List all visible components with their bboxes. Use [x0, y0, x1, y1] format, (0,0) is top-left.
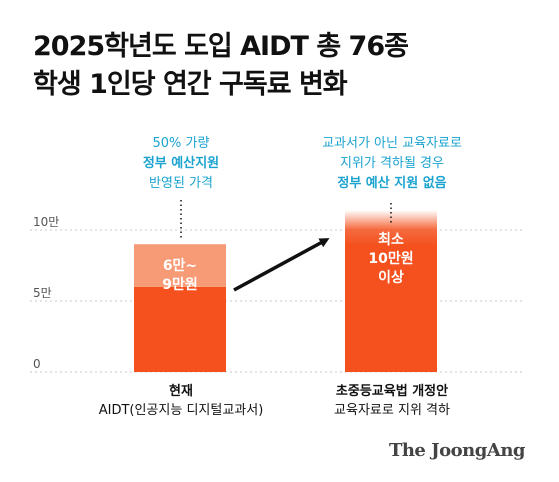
- right-annotation-line-2: 지위가 격하될 경우: [340, 156, 444, 171]
- x-label-amendment-sub: 교육자료로 지위 격하: [334, 403, 450, 418]
- right-annotation: 교과서가 아닌 교육자료로 지위가 격하될 경우 정부 예산 지원 없음: [292, 134, 492, 194]
- y-tick-label: 5만: [33, 286, 52, 300]
- left-annotation-line-2: 정부 예산지원: [142, 156, 220, 171]
- y-tick-label: 0: [33, 357, 41, 371]
- title-line-1: 2025학년도 도입 AIDT 총 76종: [33, 31, 409, 62]
- left-annotation-line-1: 50% 가량: [152, 136, 210, 151]
- right-annotation-line-3: 정부 예산 지원 없음: [337, 176, 447, 191]
- x-label-current-title: 현재: [169, 384, 193, 399]
- bar-data-label: 10만원: [368, 251, 413, 267]
- left-annotation: 50% 가량 정부 예산지원 반영된 가격: [118, 134, 244, 194]
- x-label-amendment-title: 초중등교육법 개정안: [335, 384, 449, 399]
- y-tick-label: 10만: [33, 215, 59, 229]
- x-label-current: 현재 AIDT(인공지능 디지털교과서): [85, 382, 277, 420]
- bar-data-label: 이상: [378, 269, 404, 286]
- bar-current-range: [134, 244, 226, 287]
- trend-arrow: [233, 238, 330, 292]
- chart-title: 2025학년도 도입 AIDT 총 76종 학생 1인당 연간 구독료 변화: [33, 28, 409, 104]
- title-line-2: 학생 1인당 연간 구독료 변화: [33, 69, 348, 100]
- x-label-amendment: 초중등교육법 개정안 교육자료로 지위 격하: [296, 382, 488, 420]
- bar-data-label: 최소: [378, 232, 404, 248]
- left-annotation-line-3: 반영된 가격: [149, 176, 213, 191]
- right-annotation-line-1: 교과서가 아닌 교육자료로: [322, 136, 462, 151]
- publisher-logo: The JoongAng: [388, 440, 526, 461]
- x-label-current-sub: AIDT(인공지능 디지털교과서): [98, 403, 264, 418]
- bar-amendment: [345, 210, 437, 372]
- bar-data-label: 9만원: [162, 277, 198, 293]
- grid-layer: 0 5만 10만: [30, 215, 524, 373]
- bar-current: [134, 286, 226, 372]
- bar-data-label: 6만~: [163, 258, 197, 274]
- bar-layer: [134, 210, 437, 372]
